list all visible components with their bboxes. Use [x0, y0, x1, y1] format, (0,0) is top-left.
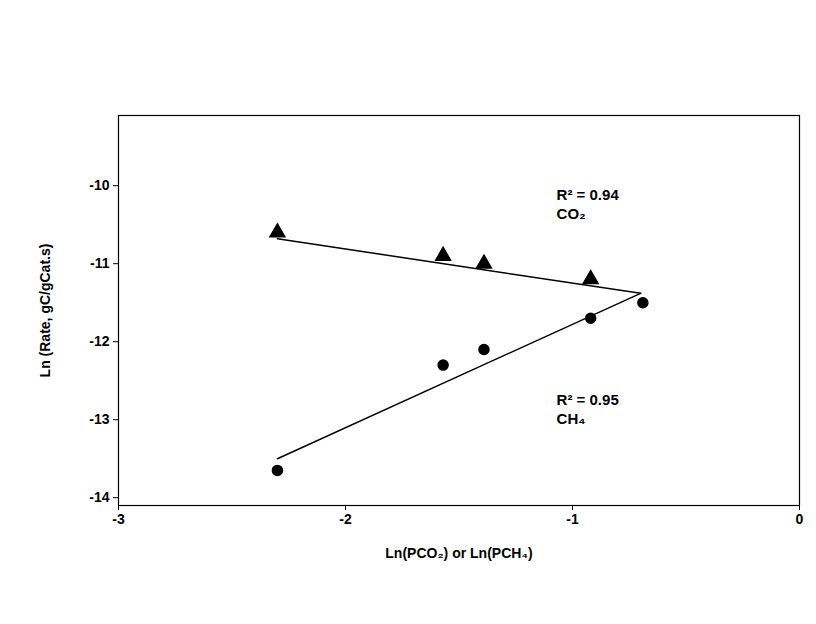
svg-text:-10: -10 [89, 177, 109, 193]
svg-text:CO₂: CO₂ [557, 205, 586, 222]
svg-text:Ln (Rate, gC/gCat.s): Ln (Rate, gC/gCat.s) [37, 244, 53, 378]
svg-text:-13: -13 [89, 411, 109, 427]
svg-text:R² = 0.95: R² = 0.95 [557, 391, 619, 408]
svg-text:-12: -12 [89, 333, 109, 349]
svg-text:-14: -14 [89, 489, 109, 505]
svg-text:-11: -11 [90, 255, 110, 271]
svg-text:-3: -3 [112, 511, 125, 527]
svg-text:-2: -2 [339, 511, 352, 527]
svg-text:Ln(PCO₂) or Ln(PCH₄): Ln(PCO₂) or Ln(PCH₄) [385, 545, 532, 561]
svg-text:R² = 0.94: R² = 0.94 [557, 186, 620, 203]
svg-text:-1: -1 [566, 511, 579, 527]
svg-text:CH₄: CH₄ [557, 410, 586, 427]
svg-text:0: 0 [796, 511, 804, 527]
